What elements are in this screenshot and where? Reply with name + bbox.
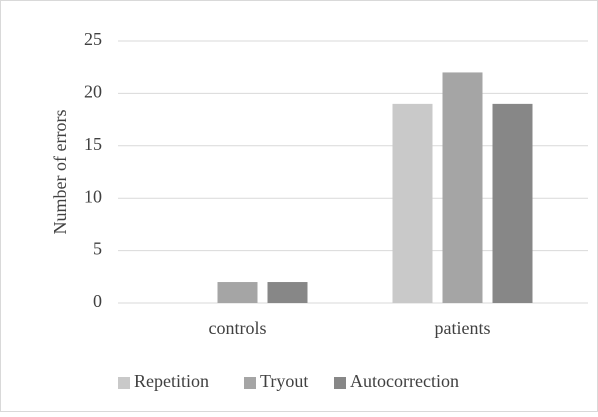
y-tick-label: 5 [93,239,102,259]
bar [392,103,433,303]
bar [492,103,533,303]
y-tick-label: 10 [84,186,102,206]
y-tick-label: 20 [84,82,102,102]
legend-label: Autocorrection [350,371,459,391]
y-tick-label: 0 [93,291,102,311]
y-tick-label: 25 [84,29,102,49]
legend-swatch [244,377,256,389]
legend-label: Tryout [260,371,308,391]
bar [267,282,308,303]
legend-swatch [334,377,346,389]
y-tick-label: 15 [84,134,102,154]
legend-label: Repetition [134,371,209,391]
x-tick-label: controls [209,318,267,338]
bar [442,72,483,303]
y-axis-label: Number of errors [50,110,70,235]
x-tick-label: patients [435,318,491,338]
bar [217,282,258,303]
legend-swatch [118,377,130,389]
